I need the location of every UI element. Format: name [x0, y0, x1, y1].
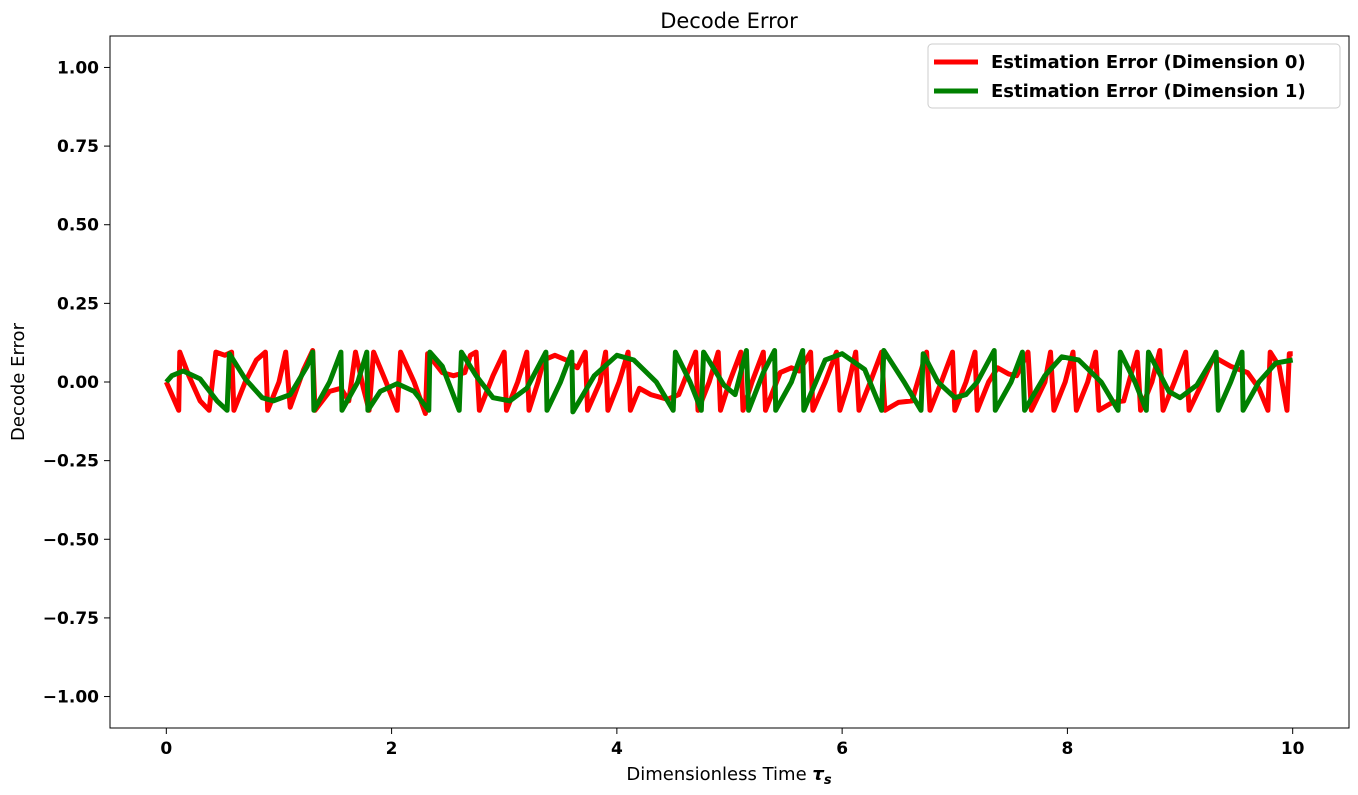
y-tick-label: 0.25: [57, 294, 99, 314]
x-tick-label: 4: [611, 739, 623, 759]
y-tick-label: 0.50: [57, 216, 99, 236]
x-axis-label-text: Dimensionless Time: [626, 764, 812, 785]
x-tick-label: 10: [1281, 739, 1305, 759]
x-axis-label-symbol: τ: [812, 764, 824, 785]
legend: Estimation Error (Dimension 0) Estimation…: [927, 43, 1341, 109]
y-tick-label: −0.75: [43, 609, 99, 629]
series-layer: [164, 348, 1294, 416]
legend-label-0: Estimation Error (Dimension 0): [991, 52, 1306, 73]
y-tick-label: 0.75: [57, 137, 99, 157]
x-axis-label-subscript: s: [824, 773, 832, 788]
legend-box: [927, 43, 1341, 109]
y-tick-label: −1.00: [43, 688, 99, 708]
x-tick-label: 6: [836, 739, 848, 759]
x-tick-label: 8: [1061, 739, 1073, 759]
y-axis: 1.00 0.75 0.50 0.25 0.00 −0.25 −0.50 −0.75 −1.00: [43, 58, 110, 708]
series-line-1: [164, 348, 1294, 415]
y-tick-label: 0.00: [57, 373, 99, 393]
y-tick-label: −0.25: [43, 452, 99, 472]
chart-title: Decode Error: [660, 9, 798, 33]
x-axis: 0 2 4 6 8 10: [160, 728, 1305, 759]
y-tick-label: 1.00: [57, 58, 99, 78]
x-axis-label: Dimensionless Time τs: [626, 764, 832, 788]
y-axis-label: Decode Error: [8, 322, 29, 441]
y-tick-label: −0.50: [43, 530, 99, 550]
legend-label-1: Estimation Error (Dimension 1): [991, 81, 1306, 102]
x-tick-label: 0: [160, 739, 172, 759]
x-tick-label: 2: [386, 739, 398, 759]
